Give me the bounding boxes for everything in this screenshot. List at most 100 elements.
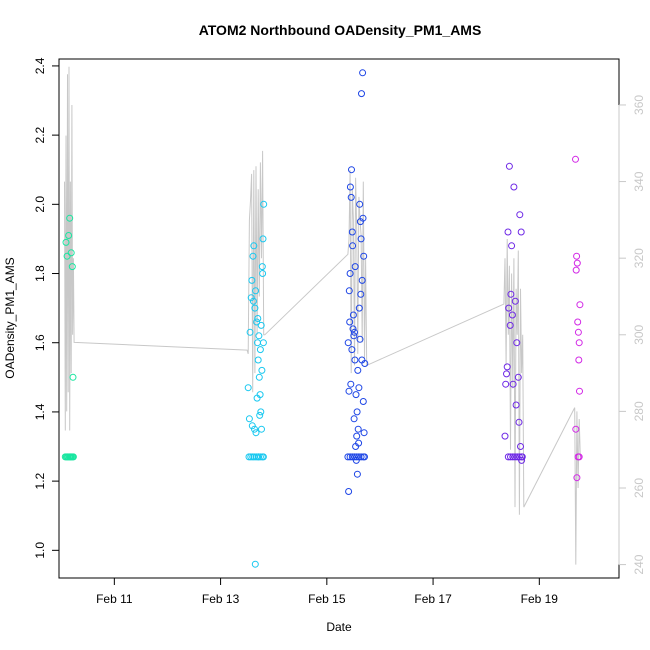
data-point — [511, 453, 519, 461]
x-tick-label: Feb 19 — [521, 592, 559, 606]
data-point — [256, 411, 264, 419]
data-point — [353, 432, 361, 440]
data-point — [252, 429, 260, 437]
x-tick-label: Feb 13 — [202, 592, 240, 606]
data-point — [257, 321, 265, 329]
x-tick-label: Feb 17 — [414, 592, 452, 606]
data-point — [244, 384, 252, 392]
data-point — [518, 453, 526, 461]
data-point — [351, 328, 358, 336]
data-point — [503, 370, 510, 378]
data-point — [357, 290, 365, 298]
data-point — [346, 183, 354, 191]
data-point — [359, 69, 367, 77]
data-point — [576, 301, 584, 309]
data-point — [509, 453, 517, 461]
data-point — [507, 290, 515, 298]
data-point — [572, 266, 580, 274]
data-point — [258, 425, 265, 433]
data-point — [501, 432, 509, 440]
y-axis-label: OADensity_PM1_AMS — [3, 257, 17, 378]
y-axis: 1.0 1.2 1.4 1.6 1.8 2.0 2.2 2.4 — [33, 57, 60, 559]
data-point — [255, 332, 263, 340]
y2-tick-label: 280 — [632, 401, 646, 421]
data-point — [356, 200, 364, 208]
data-point — [256, 346, 264, 354]
data-point — [352, 391, 360, 399]
data-point — [345, 488, 353, 495]
y-tick-label: 1.8 — [33, 265, 47, 282]
data-point — [355, 384, 363, 392]
data-point — [255, 373, 263, 381]
data-point — [359, 214, 367, 222]
data-point — [514, 373, 522, 381]
data-point — [508, 242, 516, 250]
y2-tick-label: 340 — [632, 171, 646, 191]
data-point — [357, 235, 365, 243]
data-point — [361, 453, 368, 461]
y-tick-label: 1.0 — [33, 542, 47, 559]
y2-tick-label: 260 — [632, 478, 646, 498]
data-point — [351, 263, 359, 271]
data-point — [355, 439, 363, 447]
data-point — [357, 453, 365, 461]
data-point — [349, 242, 357, 250]
data-point — [347, 380, 355, 388]
data-point — [62, 238, 70, 246]
x-axis: Feb 11 Feb 13 Feb 15 Feb 17 Feb 19 — [96, 577, 559, 606]
data-point — [358, 356, 366, 364]
data-point — [348, 346, 356, 354]
data-point — [259, 270, 267, 277]
data-point — [249, 297, 257, 305]
data-point — [502, 380, 510, 388]
data-point — [247, 294, 255, 302]
data-point — [575, 356, 583, 364]
data-point — [248, 276, 256, 284]
data-point — [259, 339, 267, 347]
data-point — [572, 425, 580, 433]
data-point — [259, 453, 267, 461]
data-point — [251, 560, 259, 568]
y2-tick-label: 300 — [632, 324, 646, 344]
y2-series-line — [64, 66, 581, 565]
y2-tick-label: 360 — [632, 95, 646, 115]
data-point — [256, 453, 264, 461]
data-point — [513, 453, 521, 461]
data-point — [346, 453, 354, 461]
data-point — [254, 356, 262, 364]
data-point — [344, 453, 352, 461]
data-point — [257, 408, 265, 416]
data-point — [251, 304, 259, 312]
data-point — [67, 249, 75, 257]
data-point — [511, 297, 519, 305]
data-point — [575, 453, 583, 461]
data-point — [354, 366, 362, 374]
data-point — [503, 363, 511, 371]
data-point — [575, 339, 583, 347]
data-point — [572, 155, 579, 163]
data-point — [347, 193, 355, 201]
data-point — [346, 270, 354, 277]
series-4 — [501, 162, 526, 464]
series-1 — [61, 214, 77, 461]
data-point — [345, 387, 353, 395]
data-point — [518, 456, 526, 464]
data-point — [515, 453, 523, 461]
data-point — [254, 315, 262, 322]
data-point — [259, 235, 267, 243]
data-point — [358, 90, 365, 98]
data-point — [576, 387, 583, 395]
y2-tick-label: 240 — [632, 554, 646, 574]
y-tick-label: 1.2 — [33, 472, 47, 489]
data-point — [510, 183, 518, 191]
x-tick-label: Feb 15 — [308, 592, 346, 606]
data-point — [69, 453, 77, 461]
series-3 — [344, 69, 369, 495]
data-point — [258, 366, 266, 374]
data-point — [353, 470, 361, 478]
chart-title: ATOM2 Northbound OADensity_PM1_AMS — [199, 22, 482, 38]
data-point — [512, 401, 520, 409]
data-point — [68, 263, 76, 271]
y-tick-label: 2.2 — [33, 126, 47, 143]
